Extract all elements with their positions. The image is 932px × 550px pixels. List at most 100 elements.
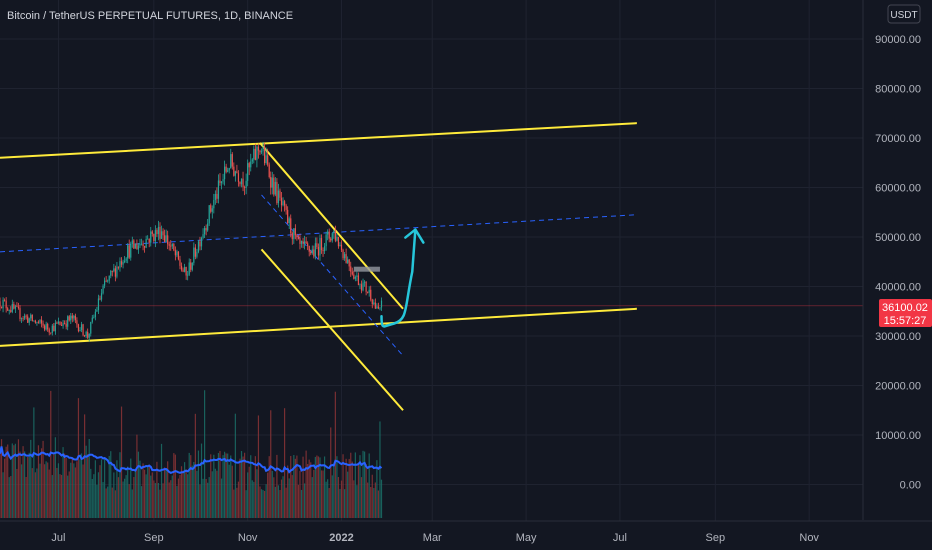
candle-body: [260, 151, 263, 153]
candle-body: [164, 235, 166, 242]
volume-bar: [203, 390, 206, 518]
candle-body: [216, 193, 218, 199]
volume-bar: [199, 484, 201, 518]
volume-bar: [174, 454, 176, 518]
volume-bar: [128, 484, 130, 518]
candle-body: [374, 302, 376, 309]
volume-bar: [317, 456, 320, 518]
volume-bar: [290, 455, 292, 518]
candle-body: [303, 241, 306, 244]
candle-body: [124, 260, 126, 263]
candle-body: [105, 280, 107, 282]
resistance-zone[interactable]: [353, 266, 380, 272]
volume-bar: [142, 463, 144, 518]
down-channel-mid-dashed-line[interactable]: [261, 194, 404, 357]
volume-bar: [327, 479, 329, 518]
candle-body: [268, 164, 270, 178]
y-tick-label: 80000.00: [875, 84, 921, 96]
y-tick-label: 70000.00: [875, 133, 921, 145]
y-tick-label: 50000.00: [875, 232, 921, 244]
candle-body: [350, 266, 352, 272]
candle-body: [357, 275, 360, 286]
candle-body: [16, 306, 18, 308]
candle-body: [194, 247, 196, 257]
candle-body: [277, 190, 280, 204]
volume-bar: [205, 478, 207, 518]
annotation-drawings[interactable]: [353, 228, 425, 328]
candle-body: [311, 249, 313, 254]
volume-bar: [220, 478, 223, 518]
candle-body: [279, 190, 281, 198]
candle-body: [283, 201, 286, 206]
channel-lower-line[interactable]: [0, 307, 637, 347]
trend-drawings[interactable]: [0, 122, 637, 411]
candle-body: [376, 306, 378, 309]
volume-bar: [185, 469, 187, 518]
candle-body: [207, 223, 209, 231]
candle-body: [348, 259, 350, 267]
candle-body: [273, 177, 275, 195]
candle-body: [230, 154, 232, 169]
candle-body: [253, 148, 255, 160]
volume-bar: [353, 480, 355, 518]
candle-body: [28, 318, 30, 323]
volume-bar: [0, 439, 3, 518]
candle-body: [139, 243, 141, 246]
currency-button[interactable]: USDT: [887, 4, 921, 24]
candle-body: [319, 238, 321, 256]
candle-body: [100, 293, 103, 300]
volume-bar: [293, 455, 295, 518]
time-axis[interactable]: Jul Sep Nov 2022 Mar May Jul Sep Nov: [51, 532, 819, 544]
down-channel-lower-line[interactable]: [260, 248, 404, 411]
volume-bar: [90, 468, 92, 518]
volume-bar: [270, 410, 272, 518]
projection-arrow-curve[interactable]: [380, 228, 417, 328]
volume-bar: [51, 475, 53, 518]
candle-body: [107, 280, 109, 282]
candle-body: [287, 209, 289, 223]
volume-bar: [239, 458, 241, 518]
candle-body: [213, 200, 215, 209]
volume-bar: [91, 478, 93, 518]
projection-arrow-head[interactable]: [404, 228, 425, 244]
candle-body: [223, 166, 226, 180]
volume-bar: [251, 480, 253, 518]
candle-body: [94, 311, 96, 317]
candle-body: [113, 268, 115, 272]
candle-body: [339, 244, 341, 247]
volume-bar: [94, 460, 96, 518]
candle-body: [162, 231, 164, 236]
candle-body: [248, 163, 250, 168]
volume-bar: [274, 486, 276, 518]
candle-body: [328, 231, 330, 239]
candle-body: [196, 251, 198, 257]
y-tick-label: 90000.00: [875, 34, 921, 46]
candle-body: [79, 329, 81, 332]
candle-body: [19, 308, 21, 319]
candle-body: [11, 303, 13, 312]
volume-bar: [243, 452, 246, 518]
y-tick-label: 0.00: [900, 480, 921, 492]
down-channel-upper-line[interactable]: [259, 142, 404, 310]
x-tick-label: 2022: [329, 532, 353, 544]
candle-body: [48, 329, 50, 333]
candle-body: [203, 228, 206, 235]
candle-body: [39, 319, 41, 323]
volume-bar: [113, 472, 115, 518]
candle-body: [42, 323, 44, 326]
candle-body: [270, 177, 272, 188]
volume-bar: [191, 465, 193, 518]
candle-body: [208, 205, 210, 224]
channel-upper-line[interactable]: [0, 122, 637, 159]
candle-body: [56, 322, 58, 324]
channel-mid-dashed-line[interactable]: [0, 214, 637, 253]
candle-body: [73, 315, 75, 319]
volume-bar: [222, 455, 224, 518]
volume-bar: [193, 461, 195, 518]
price-axis[interactable]: 90000.00 80000.00 70000.00 60000.00 50000.00…: [875, 34, 921, 492]
volume-bar: [60, 474, 63, 518]
candle-body: [14, 306, 16, 309]
candle-body: [145, 238, 147, 248]
candle-body: [363, 281, 366, 283]
